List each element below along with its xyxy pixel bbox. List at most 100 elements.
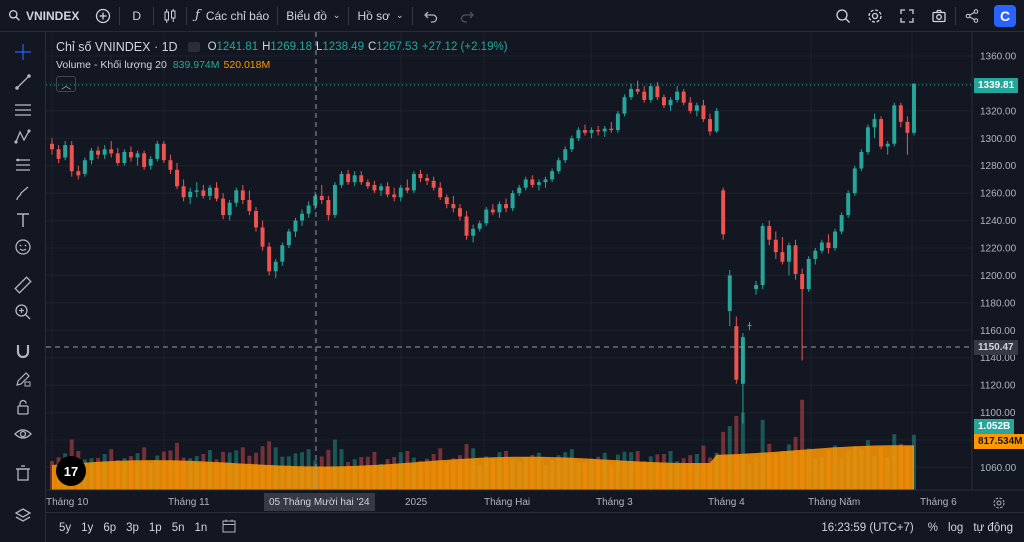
- legend-high-label: H: [262, 41, 271, 53]
- pattern-tool[interactable]: [11, 125, 35, 149]
- brush-tool[interactable]: [11, 182, 35, 206]
- price-tick-label: 1140.00: [980, 353, 1016, 364]
- volume-bar: [800, 399, 805, 490]
- smiley-icon: [15, 239, 31, 255]
- remove-drawings-tool[interactable]: [11, 461, 35, 485]
- measure-tool[interactable]: [11, 273, 35, 297]
- chart-menu-button[interactable]: Biểu đồ ⌄: [278, 0, 348, 32]
- price-tick-label: 1200.00: [980, 271, 1017, 282]
- time-label: Tháng Năm: [808, 497, 861, 508]
- candle-body: [865, 127, 870, 152]
- candle-body: [583, 130, 587, 133]
- candle-body: [629, 88, 634, 98]
- fib-tool[interactable]: [11, 153, 35, 177]
- hide-series-icon[interactable]: [187, 42, 200, 52]
- symbol-search-button[interactable]: VNINDEX: [0, 0, 87, 32]
- divider: [348, 6, 350, 25]
- crosshair-icon: [15, 44, 31, 60]
- chart-canvas[interactable]: 1360.001340.001320.001300.001280.001260.…: [46, 32, 1024, 512]
- fx-icon: ƒ: [195, 8, 200, 23]
- axis-settings-icon[interactable]: [992, 496, 1006, 510]
- profile-menu-button[interactable]: Hồ sơ ⌄: [349, 0, 411, 32]
- range-1y[interactable]: 1y: [81, 521, 94, 534]
- interval-button[interactable]: D: [120, 0, 153, 32]
- candle-body: [655, 86, 660, 98]
- candle-body: [457, 208, 462, 217]
- candle-body: [76, 171, 81, 176]
- redo-button[interactable]: [449, 0, 485, 32]
- volume-legend-label: Volume - Khối lượng 20: [56, 59, 167, 71]
- volume-ma-tag: 817.534M: [974, 434, 1024, 449]
- candle-body: [63, 145, 68, 158]
- pattern-icon: [14, 129, 31, 144]
- candle-body: [596, 130, 601, 132]
- trash-icon: [16, 465, 30, 481]
- legend-open-label: O: [207, 41, 217, 53]
- undo-icon: [423, 11, 437, 23]
- candle-body: [280, 245, 285, 262]
- candle-body: [648, 86, 653, 100]
- trendline-tool[interactable]: [11, 70, 35, 94]
- percent-toggle[interactable]: %: [927, 522, 938, 534]
- top-toolbar: VNINDEX D ƒ Các chỉ báo Biểu đồ ⌄ Hồ sơ …: [0, 0, 1024, 32]
- candle-body: [747, 324, 752, 327]
- candle-body: [819, 242, 824, 251]
- candle-body: [56, 149, 61, 159]
- candle-body: [444, 197, 449, 205]
- range-5d[interactable]: 5n: [171, 521, 185, 534]
- fullscreen-button[interactable]: [891, 0, 923, 32]
- candle-body: [372, 184, 377, 191]
- chevron-up-icon: ︿: [61, 80, 71, 92]
- divider: [153, 6, 155, 25]
- zoom-tool[interactable]: [11, 300, 35, 324]
- compare-button[interactable]: [87, 0, 119, 32]
- share-button[interactable]: [956, 0, 988, 32]
- candle-body: [464, 216, 469, 236]
- crosshair-tool[interactable]: [11, 40, 35, 64]
- settings-button[interactable]: [859, 0, 891, 32]
- candle-body: [905, 121, 910, 133]
- lock-drawings-tool[interactable]: [11, 395, 35, 419]
- app-logo[interactable]: C: [994, 5, 1016, 27]
- range-3m[interactable]: 3p: [126, 521, 139, 534]
- candle-body: [898, 105, 903, 122]
- horizontal-lines-tool[interactable]: [11, 98, 35, 122]
- trendline-icon: [15, 74, 31, 90]
- fullscreen-icon: [900, 9, 914, 23]
- candle-body: [102, 149, 107, 155]
- stay-drawing-tool[interactable]: [11, 367, 35, 391]
- go-to-date-button[interactable]: [216, 518, 242, 537]
- candle-body: [642, 91, 647, 100]
- candle-body: [207, 187, 212, 196]
- divider: [186, 6, 188, 25]
- auto-toggle[interactable]: tự động: [973, 522, 1013, 534]
- candle-body: [96, 150, 101, 155]
- candle-body: [773, 239, 778, 253]
- range-6m[interactable]: 6p: [103, 521, 117, 534]
- chart-pane[interactable]: 1360.001340.001320.001300.001280.001260.…: [46, 32, 1024, 512]
- clock[interactable]: 16:23:59 (UTC+7): [821, 522, 914, 534]
- object-tree-tool[interactable]: [11, 504, 35, 528]
- chevron-down-icon: ⌄: [332, 10, 341, 20]
- range-5y[interactable]: 5y: [59, 521, 72, 534]
- zoom-in-icon: [15, 304, 31, 320]
- log-toggle[interactable]: log: [947, 522, 964, 534]
- chart-type-button[interactable]: [154, 0, 186, 32]
- range-1m[interactable]: 1p: [148, 521, 162, 534]
- volume-legend-value: 839.974M: [172, 59, 220, 71]
- indicators-button[interactable]: ƒ Các chỉ báo: [187, 0, 277, 32]
- magnet-tool[interactable]: [11, 339, 35, 363]
- hide-drawings-tool[interactable]: [11, 422, 35, 446]
- magnet-icon: [16, 345, 30, 359]
- candle-body: [161, 143, 166, 161]
- candle-body: [148, 158, 153, 166]
- snapshot-button[interactable]: [923, 0, 955, 32]
- text-tool[interactable]: [11, 208, 35, 232]
- undo-button[interactable]: [413, 0, 449, 32]
- quick-search-button[interactable]: [827, 0, 859, 32]
- tradingview-logo[interactable]: 17: [56, 456, 86, 486]
- candle-body: [135, 153, 140, 158]
- emoji-tool[interactable]: [11, 235, 35, 259]
- collapse-legend-button[interactable]: ︿: [56, 76, 76, 92]
- range-1d[interactable]: 1n: [194, 521, 208, 534]
